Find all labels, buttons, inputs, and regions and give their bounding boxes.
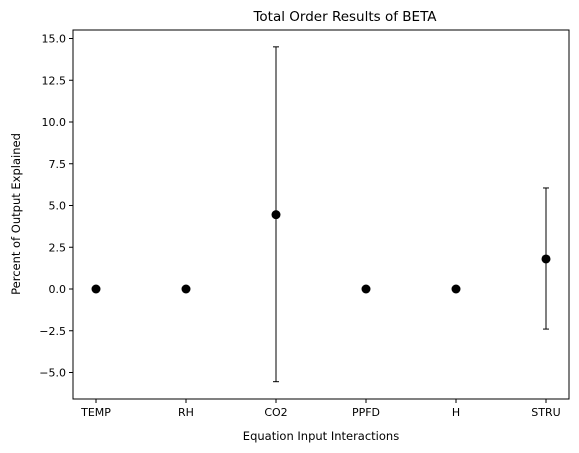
x-tick-label: PPFD	[352, 406, 380, 419]
x-tick-label: H	[452, 406, 460, 419]
y-tick-label: 2.5	[49, 241, 67, 254]
data-point	[541, 254, 551, 264]
data-point	[451, 284, 461, 294]
chart-title: Total Order Results of BETA	[252, 9, 437, 25]
y-tick-label: 5.0	[49, 200, 67, 213]
data-point	[361, 284, 371, 294]
data-point	[271, 210, 281, 220]
data-point	[91, 284, 101, 294]
x-tick-label: RH	[178, 406, 194, 419]
y-tick-label: −2.5	[39, 325, 66, 338]
x-axis-label: Equation Input Interactions	[243, 429, 399, 443]
y-tick-label: 15.0	[42, 33, 67, 46]
plot-area: −5.0 −2.5 0.0 2.5 5.0 7.5 10.0 12.5 15.0 TEMP RH CO…	[39, 29, 570, 419]
y-tick-label: 10.0	[42, 116, 67, 129]
y-tick-label: 12.5	[42, 74, 67, 87]
y-tick-label: 0.0	[49, 283, 67, 296]
y-axis-label: Percent of Output Explained	[9, 133, 23, 295]
data-point	[181, 284, 191, 294]
x-tick-label: CO2	[264, 406, 287, 419]
y-tick-label: 7.5	[49, 158, 67, 171]
axes-frame	[72, 29, 570, 400]
y-tick-label: −5.0	[39, 367, 66, 380]
x-tick-label: STRU	[531, 406, 560, 419]
x-tick-label: TEMP	[80, 406, 111, 419]
